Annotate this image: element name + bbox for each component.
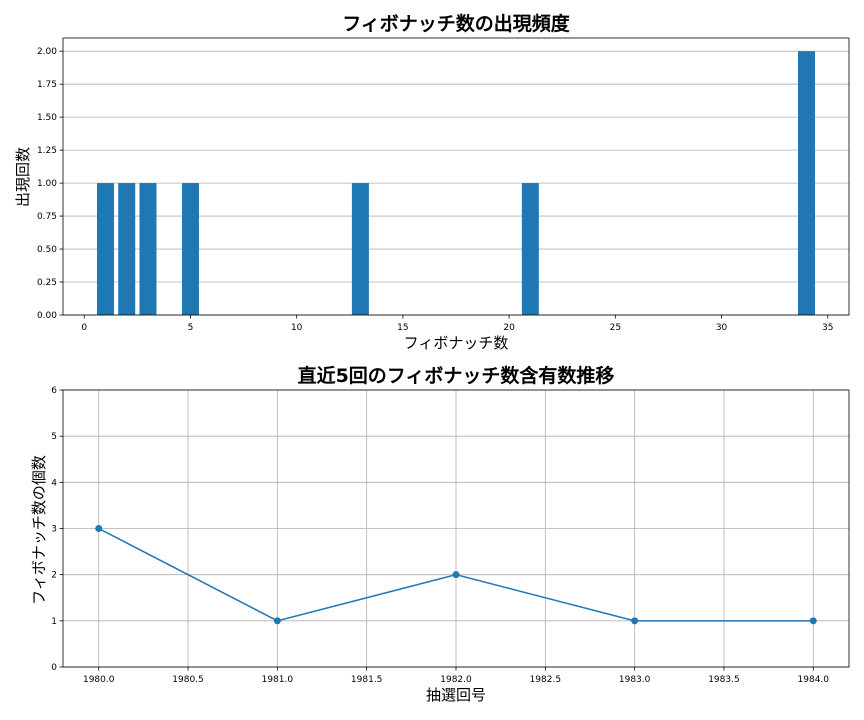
line-chart-xtick-label: 1981.5 (351, 675, 383, 685)
line-chart-xlabel: 抽選回号 (426, 686, 486, 704)
bar-chart: フィボナッチ数の出現頻度 フィボナッチ数 出現回数 0.00 0.25 0.50 0.… (14, 12, 850, 352)
bar-chart-ytick-label: 0.75 (37, 212, 57, 222)
bar-chart-ylabel: 出現回数 (14, 147, 32, 207)
line-chart-title: 直近5回のフィボナッチ数含有数推移 (298, 364, 615, 387)
bar-chart-xlabel: フィボナッチ数 (404, 334, 509, 352)
bar-5 (181, 183, 199, 315)
bar-chart-ytick-label: 1.25 (37, 146, 57, 156)
bar-chart-ytick-label: 1.75 (37, 80, 57, 90)
bar-2 (118, 183, 136, 315)
data-point-1983 (631, 617, 639, 625)
line-chart-ytick-label: 6 (51, 386, 57, 396)
line-chart-ylabel: フィボナッチ数の個数 (30, 455, 48, 605)
bar-chart-xtick-label: 15 (397, 323, 408, 333)
line-chart-xtick-label: 1981.0 (262, 675, 294, 685)
line-chart-xtick-label: 1983.0 (619, 675, 651, 685)
bar-chart-xtick-label: 30 (716, 323, 728, 333)
bar-13 (351, 183, 369, 315)
bar-34 (798, 51, 816, 315)
bar-chart-xtick-label: 0 (81, 323, 87, 333)
data-point-1980 (95, 525, 103, 532)
line-chart-xtick-label: 1982.5 (530, 675, 562, 685)
line-chart-xtick-label: 1984.0 (798, 675, 830, 685)
bar-chart-xtick-label: 5 (188, 323, 194, 333)
bar-21 (521, 183, 539, 315)
line-chart-xtick-label: 1980.5 (172, 675, 204, 685)
line-chart-xtick-label: 1983.5 (708, 675, 740, 685)
line-chart-ytick-label: 0 (51, 663, 57, 673)
line-chart-ytick-label: 3 (51, 525, 57, 535)
line-chart-ytick-label: 1 (51, 617, 57, 627)
line-chart-xtick-label: 1980.0 (83, 675, 115, 685)
line-chart-ytick-label: 5 (51, 432, 57, 442)
bar-1 (96, 183, 114, 315)
bar-3 (139, 183, 157, 315)
data-point-1981 (273, 617, 281, 625)
bar-chart-xtick-label: 25 (610, 323, 621, 333)
bar-chart-ytick-label: 0.25 (37, 278, 57, 288)
line-chart-xtick-label: 1982.0 (440, 675, 472, 685)
bar-chart-ytick-label: 0.00 (37, 311, 57, 321)
bar-chart-frame (62, 37, 850, 316)
bar-chart-ytick-label: 1.00 (37, 179, 57, 189)
data-point-1982 (452, 571, 460, 579)
bar-chart-ytick-label: 1.50 (37, 113, 57, 123)
bar-chart-ytick-label: 0.50 (37, 245, 57, 255)
line-chart-ytick-label: 2 (51, 571, 57, 581)
line-chart: 直近5回のフィボナッチ数含有数推移 抽選回号 フィボナッチ数の個数 0 1 2 3 4 5… (30, 364, 850, 704)
line-chart-ytick-label: 4 (51, 478, 57, 488)
bar-chart-title: フィボナッチ数の出現頻度 (342, 12, 571, 35)
bar-chart-xtick-label: 20 (503, 323, 515, 333)
bar-chart-xtick-label: 35 (822, 323, 833, 333)
bar-chart-ytick-label: 2.00 (37, 47, 57, 57)
bar-chart-xtick-label: 10 (291, 323, 303, 333)
data-point-1984 (809, 617, 817, 625)
